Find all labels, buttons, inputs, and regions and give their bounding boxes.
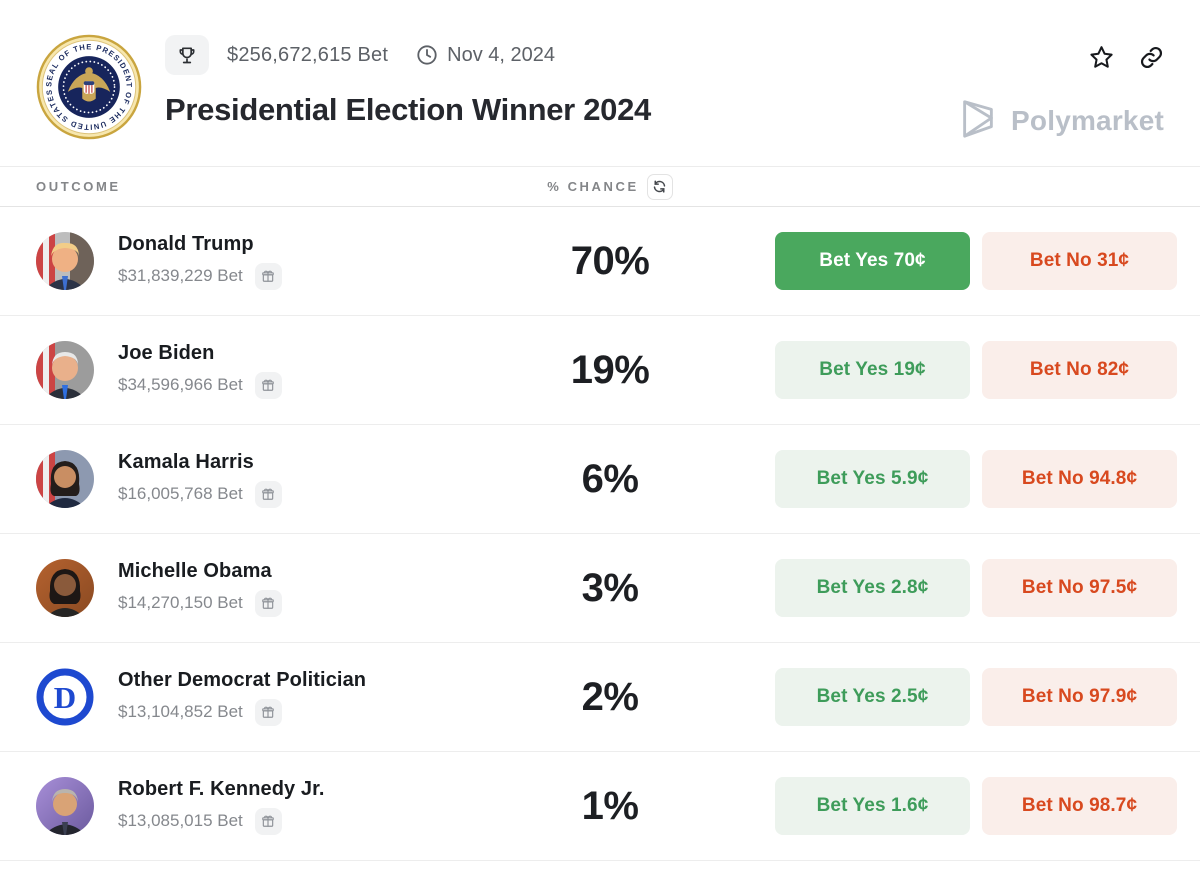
polymarket-logo-icon	[957, 97, 999, 144]
outcome-name: Donald Trump	[118, 232, 254, 255]
outcome-row: Donald Trump $31,839,229 Bet 70% Bet Yes…	[0, 207, 1200, 316]
svg-text:D: D	[54, 680, 76, 715]
outcome-row: Joe Biden $34,596,966 Bet 19% Bet Yes 19…	[0, 316, 1200, 425]
trophy-icon[interactable]	[165, 35, 209, 75]
chance-percent: 2%	[581, 674, 639, 719]
chance-percent: 6%	[581, 456, 639, 501]
chance-percent: 3%	[581, 565, 639, 610]
polymarket-brand: Polymarket	[957, 97, 1164, 144]
avatar-joe-biden	[36, 341, 94, 399]
bet-yes-button[interactable]: Bet Yes 1.6¢	[775, 777, 970, 835]
star-bookmark-icon[interactable]	[1088, 44, 1115, 71]
bet-no-button[interactable]: Bet No 82¢	[982, 341, 1177, 399]
total-bet-volume: $256,672,615 Bet	[227, 43, 389, 66]
gift-rewards-icon[interactable]	[254, 371, 282, 399]
link-share-icon[interactable]	[1139, 45, 1164, 70]
bet-yes-button[interactable]: Bet Yes 2.8¢	[775, 559, 970, 617]
bet-no-button[interactable]: Bet No 97.9¢	[982, 668, 1177, 726]
outcome-row: Kamala Harris $16,005,768 Bet 6% Bet Yes…	[0, 425, 1200, 534]
outcome-column-header: OUTCOME	[36, 179, 121, 194]
avatar-kamala-harris	[36, 450, 94, 508]
outcome-row: D Other Democrat Politician $13,104,852 …	[0, 643, 1200, 752]
democrat-party-logo-icon: D	[36, 668, 94, 726]
market-end-date: Nov 4, 2024	[447, 43, 555, 66]
bet-no-button[interactable]: Bet No 31¢	[982, 232, 1177, 290]
bet-yes-button[interactable]: Bet Yes 70¢	[775, 232, 970, 290]
chance-percent: 1%	[581, 783, 639, 828]
avatar-rfk-jr	[36, 777, 94, 835]
outcome-name: Robert F. Kennedy Jr.	[118, 777, 325, 800]
chance-percent: 70%	[570, 238, 650, 283]
outcome-bet-volume: $31,839,229 Bet	[118, 266, 243, 285]
avatar-michelle-obama	[36, 559, 94, 617]
gift-rewards-icon[interactable]	[254, 480, 282, 508]
gift-rewards-icon[interactable]	[254, 807, 282, 835]
bet-no-button[interactable]: Bet No 94.8¢	[982, 450, 1177, 508]
page-title: Presidential Election Winner 2024	[165, 92, 651, 127]
outcome-name: Joe Biden	[118, 341, 215, 364]
outcome-bet-volume: $14,270,150 Bet	[118, 593, 243, 612]
table-header: OUTCOME % CHANCE	[0, 166, 1200, 207]
market-header: SEAL OF THE PRESIDENT OF THE UNITED STAT…	[0, 0, 1200, 144]
outcome-row: Michelle Obama $14,270,150 Bet 3% Bet Ye…	[0, 534, 1200, 643]
outcome-name: Michelle Obama	[118, 559, 272, 582]
bet-yes-button[interactable]: Bet Yes 2.5¢	[775, 668, 970, 726]
outcome-name: Kamala Harris	[118, 450, 254, 473]
gift-rewards-icon[interactable]	[254, 262, 282, 290]
bet-no-button[interactable]: Bet No 98.7¢	[982, 777, 1177, 835]
chance-percent: 19%	[570, 347, 650, 392]
polymarket-wordmark: Polymarket	[1011, 104, 1164, 136]
clock-icon	[416, 44, 438, 66]
chance-column-header: % CHANCE	[547, 179, 639, 194]
outcome-bet-volume: $16,005,768 Bet	[118, 484, 243, 503]
outcome-bet-volume: $13,104,852 Bet	[118, 702, 243, 721]
gift-rewards-icon[interactable]	[254, 589, 282, 617]
bet-yes-button[interactable]: Bet Yes 5.9¢	[775, 450, 970, 508]
outcome-bet-volume: $13,085,015 Bet	[118, 811, 243, 830]
outcome-row: Robert F. Kennedy Jr. $13,085,015 Bet 1%…	[0, 752, 1200, 861]
gift-rewards-icon[interactable]	[254, 698, 282, 726]
outcome-name: Other Democrat Politician	[118, 668, 367, 691]
presidential-seal-icon: SEAL OF THE PRESIDENT OF THE UNITED STAT…	[36, 34, 142, 140]
outcome-bet-volume: $34,596,966 Bet	[118, 375, 243, 394]
market-meta: $256,672,615 Bet Nov 4, 2024	[165, 34, 957, 76]
refresh-icon[interactable]	[646, 173, 673, 200]
avatar-donald-trump	[36, 232, 94, 290]
bet-no-button[interactable]: Bet No 97.5¢	[982, 559, 1177, 617]
bet-yes-button[interactable]: Bet Yes 19¢	[775, 341, 970, 399]
